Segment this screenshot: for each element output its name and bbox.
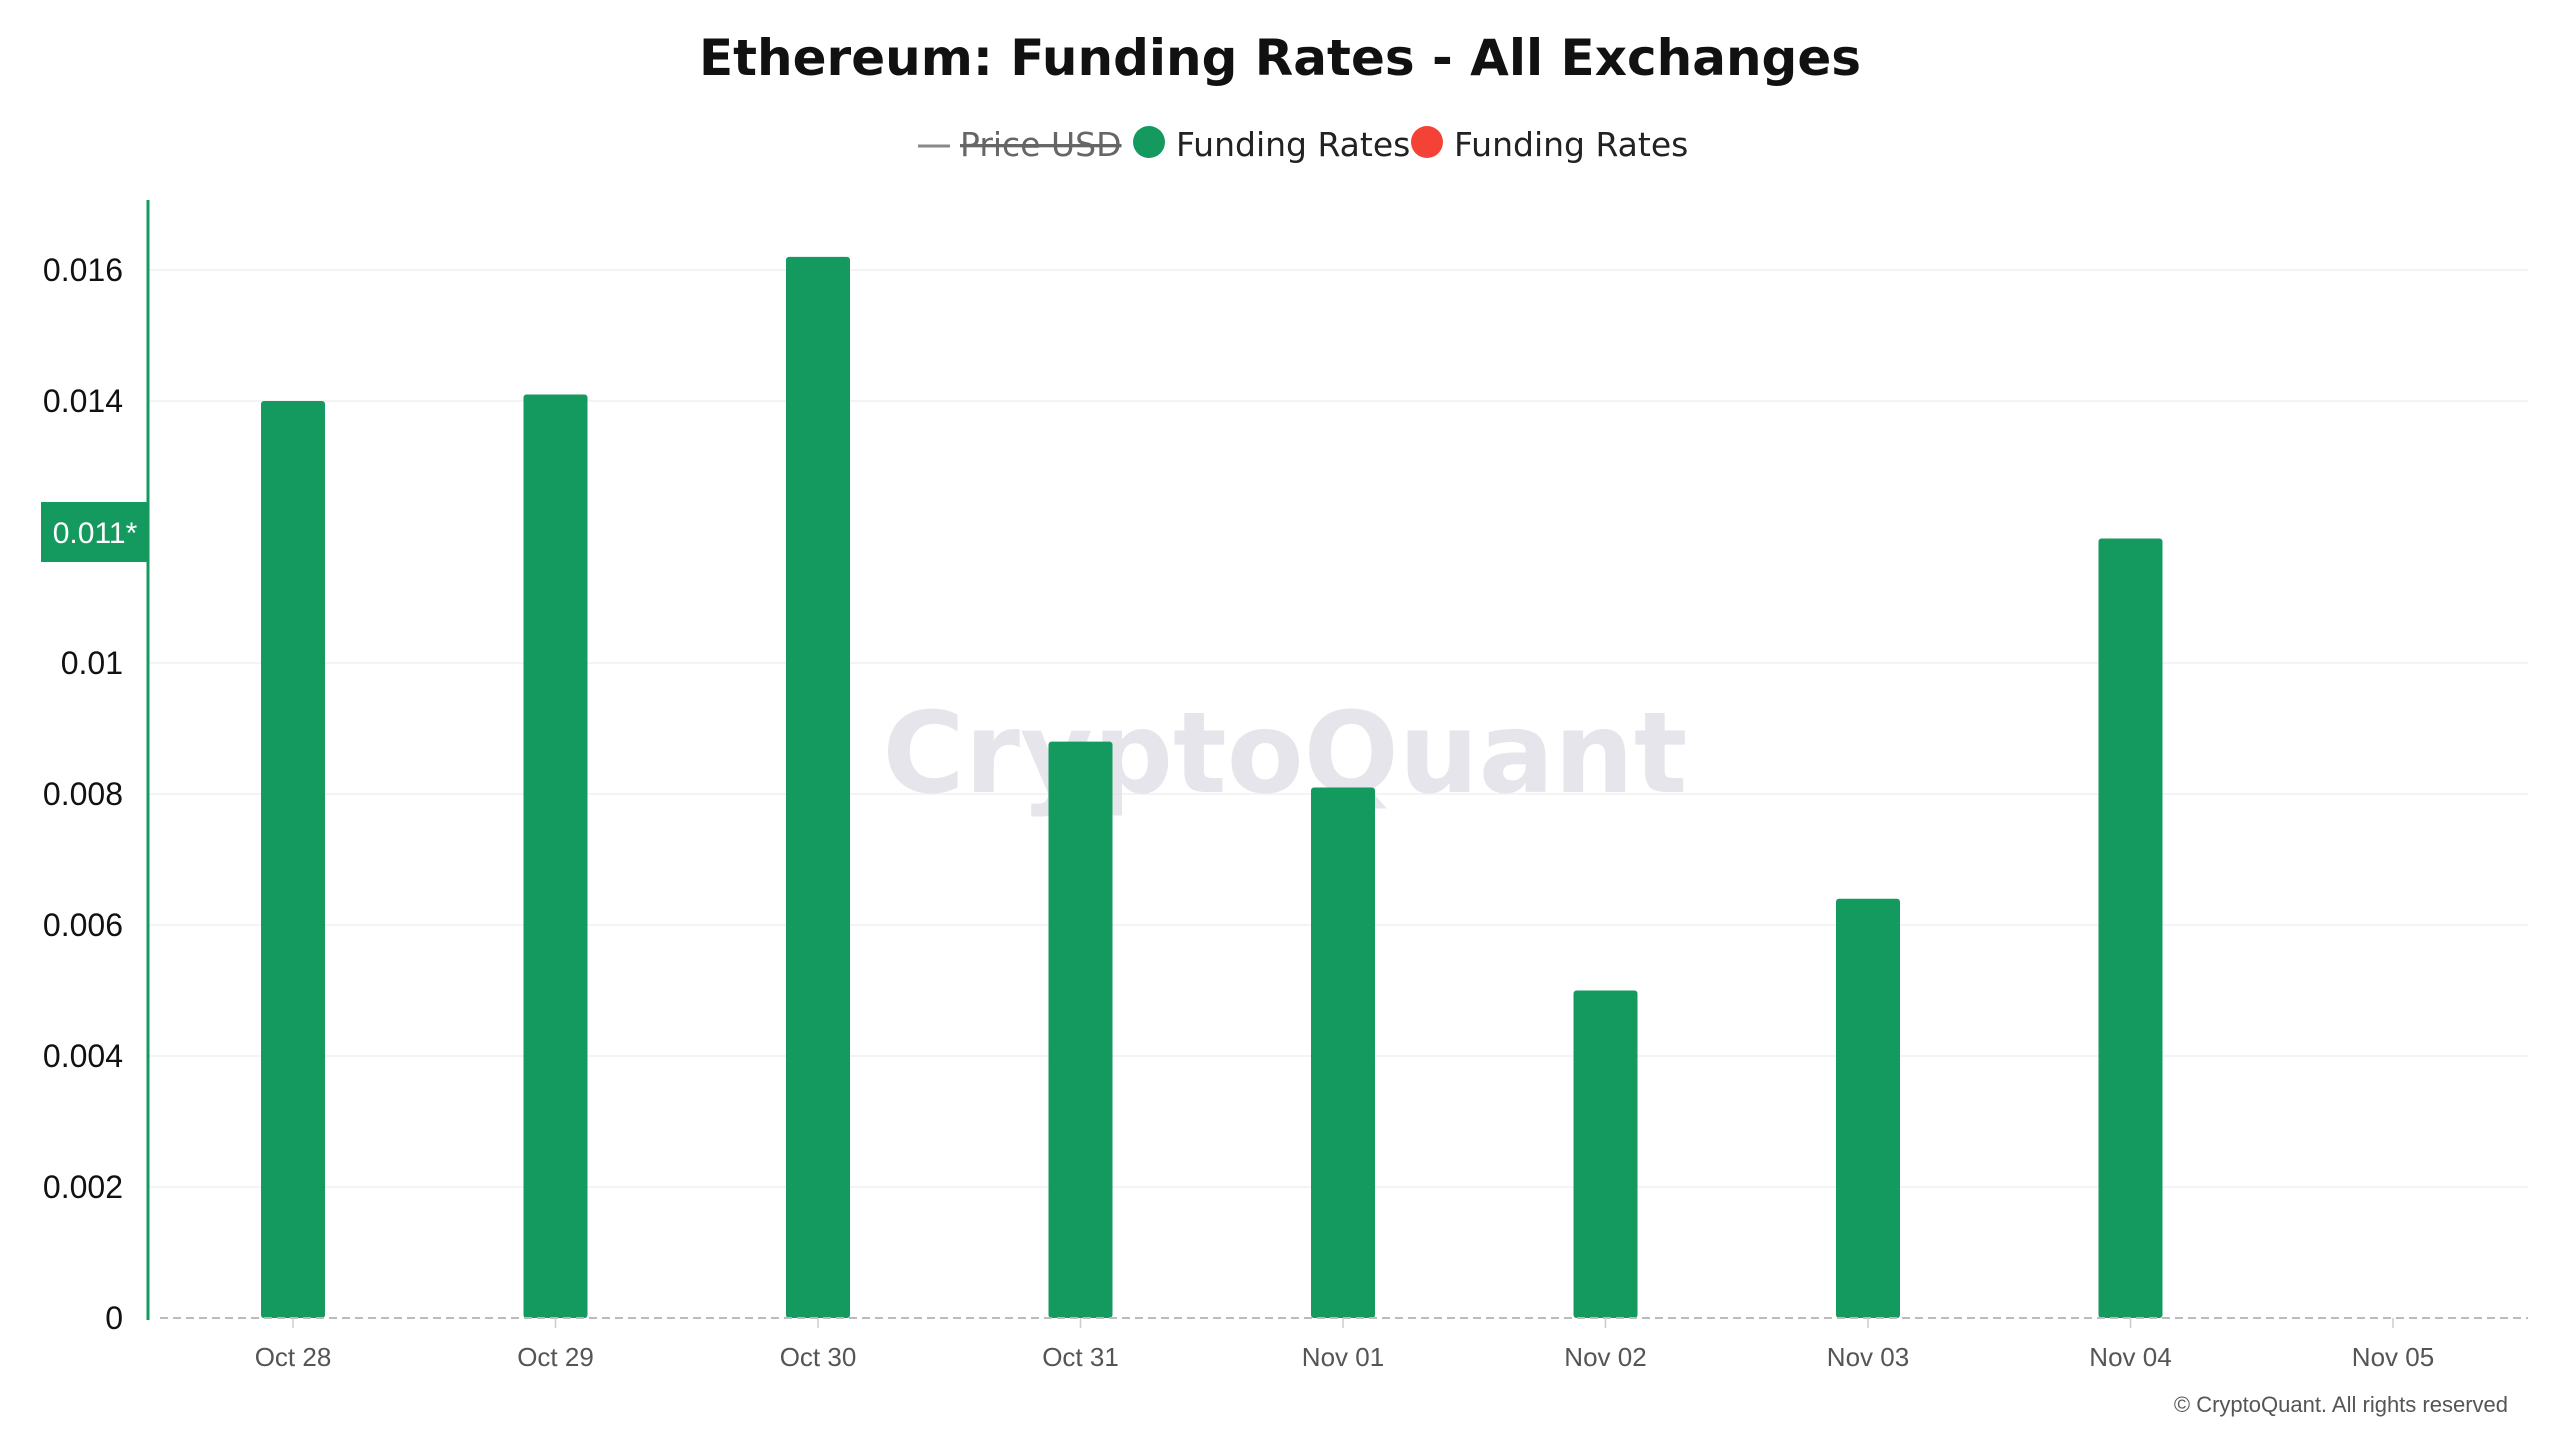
legend-item[interactable]: Funding Rates <box>1411 125 1688 164</box>
x-tick-label: Nov 02 <box>1564 1342 1646 1372</box>
x-tick-label: Nov 01 <box>1302 1342 1384 1372</box>
y-tick-label: 0.01 <box>61 645 123 681</box>
y-tick-label: 0.002 <box>43 1169 123 1205</box>
current-value-badge-bg <box>41 502 149 562</box>
bar-oct-31 <box>1048 741 1113 1318</box>
x-tick-label: Nov 04 <box>2089 1342 2171 1372</box>
bar-oct-29 <box>523 394 588 1318</box>
x-tick-label: Oct 31 <box>1042 1342 1119 1372</box>
y-tick-label: 0 <box>105 1300 123 1336</box>
current-value-badge: 0.011* <box>41 502 149 562</box>
legend-item[interactable]: Price USD <box>918 125 1122 164</box>
y-tick-label: 0.014 <box>43 383 123 419</box>
bar-series <box>261 256 2163 1318</box>
x-tick-label: Oct 28 <box>255 1342 332 1372</box>
bar-nov-04 <box>2098 538 2163 1318</box>
bar-oct-30 <box>786 256 850 1318</box>
bar-nov-03 <box>1836 898 1900 1318</box>
x-tick-label: Nov 03 <box>1827 1342 1909 1372</box>
legend-dot-icon <box>1133 126 1165 158</box>
watermark-logo: CryptoQuant <box>883 689 1688 819</box>
y-tick-label: 0.004 <box>43 1038 123 1074</box>
legend-dot-icon <box>1411 126 1443 158</box>
bar-nov-02 <box>1573 990 1638 1318</box>
x-axis: Oct 28 Oct 29 Oct 30 Oct 31 Nov 01 Nov 02 Nov … <box>160 1317 2528 1372</box>
legend-label: Price USD <box>960 125 1122 164</box>
legend-item[interactable]: Funding Rates <box>1133 125 1410 164</box>
current-value-badge-label: 0.011* <box>53 517 138 550</box>
copyright-text: © CryptoQuant. All rights reserved <box>2174 1392 2508 1417</box>
legend: Price USD Funding Rates Funding Rates <box>918 125 1688 164</box>
y-tick-label: 0.006 <box>43 907 123 943</box>
legend-label: Funding Rates <box>1454 125 1688 164</box>
y-axis: 0 0.002 0.004 0.006 0.008 0.01 0.014 0.016 0.011… <box>41 200 150 1336</box>
y-tick-label: 0.008 <box>43 776 123 812</box>
x-tick-label: Oct 29 <box>517 1342 594 1372</box>
x-tick-label: Nov 05 <box>2352 1342 2434 1372</box>
x-tick-label: Oct 30 <box>780 1342 857 1372</box>
chart-title: Ethereum: Funding Rates - All Exchanges <box>699 29 1861 87</box>
bar-oct-28 <box>261 401 325 1318</box>
bar-nov-01 <box>1311 787 1375 1318</box>
legend-label: Funding Rates <box>1176 125 1410 164</box>
y-tick-label: 0.016 <box>43 252 123 288</box>
